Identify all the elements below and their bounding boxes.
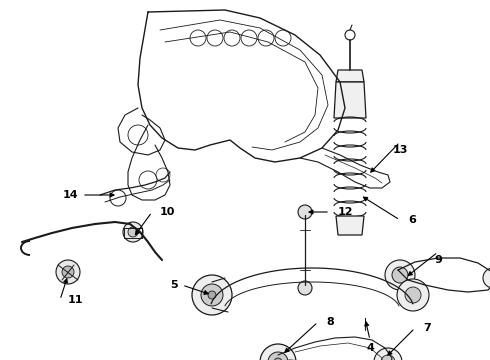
Circle shape [374,348,402,360]
Text: 7: 7 [423,323,431,333]
Text: 13: 13 [392,145,408,155]
Circle shape [298,205,312,219]
Text: 8: 8 [326,317,334,327]
Circle shape [483,268,490,288]
Circle shape [268,352,288,360]
Circle shape [397,279,429,311]
Text: 6: 6 [408,215,416,225]
Circle shape [405,287,421,303]
Polygon shape [336,70,364,82]
Circle shape [260,344,296,360]
Circle shape [208,291,216,299]
Circle shape [381,355,395,360]
Text: 14: 14 [62,190,78,200]
Circle shape [392,267,408,283]
Circle shape [128,227,138,237]
Circle shape [298,281,312,295]
Text: 4: 4 [366,343,374,353]
Text: 11: 11 [68,295,83,305]
Text: 10: 10 [160,207,175,217]
Text: 12: 12 [338,207,353,217]
Polygon shape [336,216,364,235]
Circle shape [385,260,415,290]
Circle shape [274,358,282,360]
Circle shape [62,266,74,278]
Circle shape [201,284,223,306]
Text: 9: 9 [434,255,442,265]
Polygon shape [334,82,366,118]
Circle shape [56,260,80,284]
Text: 5: 5 [171,280,178,290]
Circle shape [192,275,232,315]
Circle shape [123,222,143,242]
